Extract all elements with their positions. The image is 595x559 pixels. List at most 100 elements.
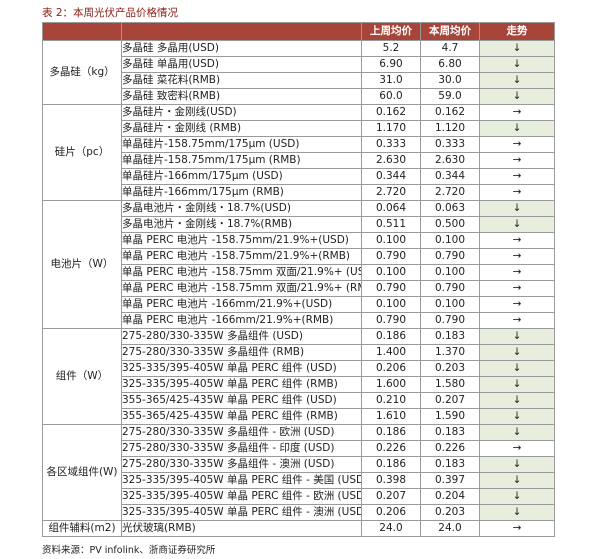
- trend-down-icon: ↓: [479, 392, 555, 409]
- prev-price-cell: 0.333: [361, 136, 421, 153]
- item-cell: 光伏玻璃(RMB): [121, 520, 362, 537]
- table-row: 275-280/330-335W 多晶组件 - 印度 (USD) 0.226 0.2…: [43, 440, 555, 457]
- trend-flat-icon: →: [479, 104, 555, 121]
- prev-price-cell: 0.344: [361, 168, 421, 185]
- trend-down-icon: ↓: [479, 504, 555, 521]
- table-row: 多晶硅片・金刚线 (RMB) 1.170 1.120 ↓: [43, 120, 555, 137]
- prev-price-cell: 0.790: [361, 248, 421, 265]
- curr-price-cell: 0.790: [420, 312, 480, 329]
- table-row: 单晶 PERC 电池片 -158.75mm 双面/21.9%+ (USD) 0.1…: [43, 264, 555, 281]
- item-cell: 325-335/395-405W 单晶 PERC 组件 - 美国 (USD): [121, 472, 362, 489]
- trend-flat-icon: →: [479, 520, 555, 537]
- curr-price-cell: 1.580: [420, 376, 480, 393]
- item-cell: 单晶 PERC 电池片 -158.75mm 双面/21.9%+ (RMB): [121, 280, 362, 297]
- table-row: 325-335/395-405W 单晶 PERC 组件 - 欧洲 (USD) 0.…: [43, 488, 555, 505]
- table-header-row: 上周均价 本周均价 走势: [42, 22, 555, 41]
- curr-price-cell: 59.0: [420, 88, 480, 105]
- item-cell: 325-335/395-405W 单晶 PERC 组件 (RMB): [121, 376, 362, 393]
- item-cell: 多晶硅 多晶用(USD): [121, 40, 362, 57]
- table-row: 325-335/395-405W 单晶 PERC 组件 - 美国 (USD) 0.…: [43, 472, 555, 489]
- trend-down-icon: ↓: [479, 72, 555, 89]
- table-row: 各区域组件(W) 275-280/330-335W 多晶组件 - 欧洲 (USD)…: [42, 424, 555, 521]
- prev-price-cell: 0.100: [361, 296, 421, 313]
- trend-down-icon: ↓: [479, 424, 555, 441]
- trend-flat-icon: →: [479, 440, 555, 457]
- header-this-week: 本周均价: [420, 22, 480, 41]
- trend-flat-icon: →: [479, 312, 555, 329]
- item-cell: 325-335/395-405W 单晶 PERC 组件 (USD): [121, 360, 362, 377]
- item-cell: 多晶电池片・金刚线・18.7%(RMB): [121, 216, 362, 233]
- prev-price-cell: 60.0: [361, 88, 421, 105]
- trend-flat-icon: →: [479, 264, 555, 281]
- curr-price-cell: 0.344: [420, 168, 480, 185]
- prev-price-cell: 0.206: [361, 360, 421, 377]
- header-item: [121, 22, 362, 41]
- curr-price-cell: 0.226: [420, 440, 480, 457]
- item-cell: 单晶 PERC 电池片 -158.75mm 双面/21.9%+ (USD): [121, 264, 362, 281]
- curr-price-cell: 0.063: [420, 200, 480, 217]
- item-cell: 单晶 PERC 电池片 -166mm/21.9%+(RMB): [121, 312, 362, 329]
- header-trend: 走势: [479, 22, 555, 41]
- item-cell: 325-335/395-405W 单晶 PERC 组件 - 澳洲 (USD): [121, 504, 362, 521]
- curr-price-cell: 24.0: [420, 520, 480, 537]
- table-row: 组件辅料(m2) 光伏玻璃(RMB) 24.0 24.0 →: [42, 520, 555, 537]
- table-row: 组件（W） 275-280/330-335W 多晶组件 (USD) 0.186 0.1…: [42, 328, 555, 425]
- curr-price-cell: 0.397: [420, 472, 480, 489]
- item-cell: 单晶 PERC 电池片 -166mm/21.9%+(USD): [121, 296, 362, 313]
- curr-price-cell: 1.120: [420, 120, 480, 137]
- prev-price-cell: 5.2: [361, 40, 421, 57]
- prev-price-cell: 24.0: [361, 520, 421, 537]
- category-cell: 各区域组件(W): [42, 424, 122, 521]
- item-cell: 325-335/395-405W 单晶 PERC 组件 - 欧洲 (USD): [121, 488, 362, 505]
- trend-flat-icon: →: [479, 296, 555, 313]
- prev-price-cell: 31.0: [361, 72, 421, 89]
- item-cell: 多晶硅片・金刚线 (RMB): [121, 120, 362, 137]
- item-cell: 单晶 PERC 电池片 -158.75mm/21.9%+(RMB): [121, 248, 362, 265]
- item-cell: 多晶电池片・金刚线・18.7%(USD): [121, 200, 362, 217]
- prev-price-cell: 0.186: [361, 424, 421, 441]
- item-cell: 275-280/330-335W 多晶组件 (RMB): [121, 344, 362, 361]
- trend-flat-icon: →: [479, 184, 555, 201]
- prev-price-cell: 0.206: [361, 504, 421, 521]
- curr-price-cell: 0.204: [420, 488, 480, 505]
- trend-down-icon: ↓: [479, 408, 555, 425]
- trend-down-icon: ↓: [479, 376, 555, 393]
- trend-down-icon: ↓: [479, 120, 555, 137]
- source-note: 资料来源：PV infolink、浙商证券研究所: [42, 545, 216, 556]
- curr-price-cell: 4.7: [420, 40, 480, 57]
- prev-price-cell: 0.790: [361, 280, 421, 297]
- trend-down-icon: ↓: [479, 488, 555, 505]
- curr-price-cell: 0.100: [420, 264, 480, 281]
- trend-down-icon: ↓: [479, 216, 555, 233]
- item-cell: 多晶硅 菜花料(RMB): [121, 72, 362, 89]
- curr-price-cell: 30.0: [420, 72, 480, 89]
- curr-price-cell: 6.80: [420, 56, 480, 73]
- curr-price-cell: 0.207: [420, 392, 480, 409]
- category-cell: 电池片（W）: [42, 200, 122, 329]
- table-row: 多晶硅（kg） 多晶硅 多晶用(USD) 5.2 4.7 ↓: [42, 40, 555, 105]
- item-cell: 355-365/425-435W 单晶 PERC 组件 (USD): [121, 392, 362, 409]
- curr-price-cell: 0.100: [420, 232, 480, 249]
- table-row: 单晶 PERC 电池片 -166mm/21.9%+(RMB) 0.790 0.790…: [43, 312, 555, 329]
- curr-price-cell: 0.183: [420, 328, 480, 345]
- item-cell: 275-280/330-335W 多晶组件 - 澳洲 (USD): [121, 456, 362, 473]
- item-cell: 275-280/330-335W 多晶组件 (USD): [121, 328, 362, 345]
- table-row: 325-335/395-405W 单晶 PERC 组件 (RMB) 1.600 1.…: [43, 376, 555, 393]
- prev-price-cell: 1.400: [361, 344, 421, 361]
- curr-price-cell: 0.333: [420, 136, 480, 153]
- prev-price-cell: 1.610: [361, 408, 421, 425]
- prev-price-cell: 0.186: [361, 456, 421, 473]
- trend-down-icon: ↓: [479, 88, 555, 105]
- item-cell: 单晶硅片-166mm/175μm (USD): [121, 168, 362, 185]
- curr-price-cell: 0.790: [420, 280, 480, 297]
- prev-price-cell: 0.210: [361, 392, 421, 409]
- item-cell: 单晶硅片-158.75mm/175μm (RMB): [121, 152, 362, 169]
- item-cell: 275-280/330-335W 多晶组件 - 印度 (USD): [121, 440, 362, 457]
- trend-flat-icon: →: [479, 280, 555, 297]
- trend-down-icon: ↓: [479, 360, 555, 377]
- prev-price-cell: 0.186: [361, 328, 421, 345]
- curr-price-cell: 1.370: [420, 344, 480, 361]
- table-row: 275-280/330-335W 多晶组件 (RMB) 1.400 1.370 ↓: [43, 344, 555, 361]
- trend-flat-icon: →: [479, 232, 555, 249]
- prev-price-cell: 0.226: [361, 440, 421, 457]
